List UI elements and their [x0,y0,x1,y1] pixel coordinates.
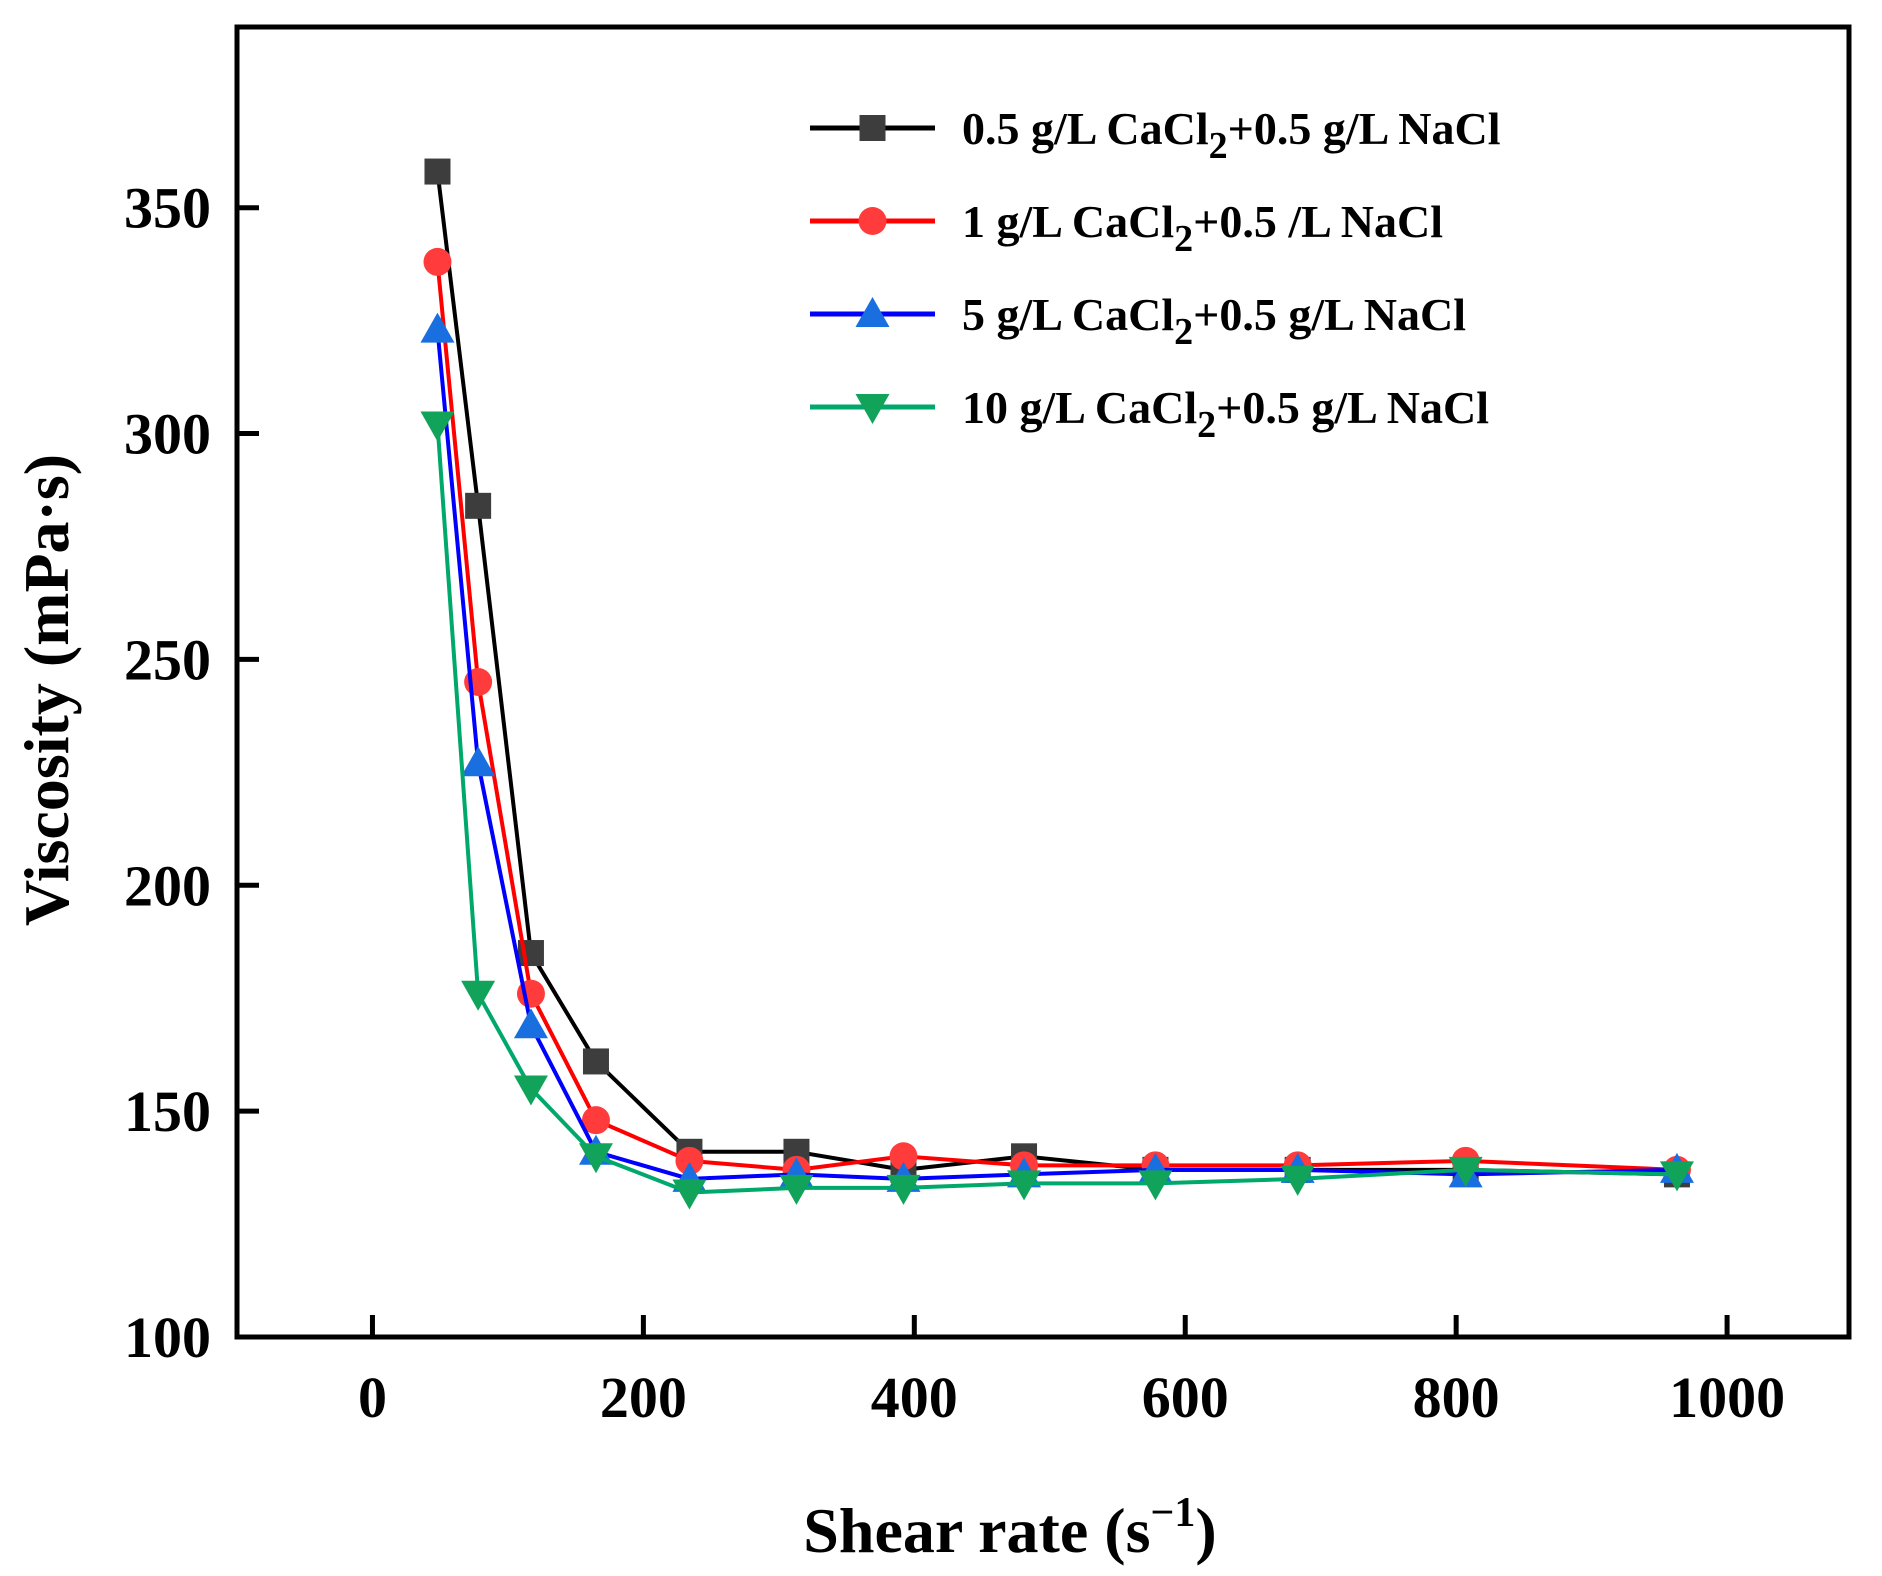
legend-label-post: +0.5 g/L NaCl [1216,382,1489,433]
data-point [578,1143,613,1174]
legend-label: 5 g/L CaCl2+0.5 g/L NaCl [962,289,1466,353]
data-point [582,1048,609,1075]
data-point [1659,1161,1694,1192]
legend-label-post: +0.5 /L NaCl [1193,196,1443,247]
x-axis-ticks: 0 200 400 600 800 1000 [358,1315,1785,1430]
legend-label-subscript: 2 [1174,311,1193,353]
series-line [435,329,1678,1181]
legend-item: 1 g/L CaCl2+0.5 /L NaCl [810,196,1443,260]
legend-item: 0.5 g/L CaCl2+0.5 g/L NaCl [810,103,1501,167]
data-point [420,312,455,343]
y-tick-label: 250 [124,627,211,692]
data-point [1007,1170,1042,1201]
legend-label-post: +0.5 g/L NaCl [1193,289,1466,340]
legend-label-pre: 5 g/L CaCl [962,289,1174,340]
series-line [435,261,1678,1172]
series-4 [420,411,1694,1210]
x-tick-label: 400 [871,1365,958,1430]
legend-label-subscript: 2 [1209,125,1228,167]
data-point [420,411,455,442]
y-axis-title: Viscosity (mPa·s) [11,454,82,926]
series-3 [420,312,1694,1192]
y-tick-label: 300 [124,402,211,467]
x-axis-title-superscript: −1 [1150,1490,1195,1536]
data-point [513,1075,548,1106]
x-tick-label: 800 [1413,1365,1500,1430]
data-point [889,1142,918,1171]
legend-marker [859,115,886,141]
y-tick-label: 100 [124,1305,211,1370]
data-point [1280,1165,1315,1196]
legend-label-pre: 1 g/L CaCl [962,196,1174,247]
plot-frame [234,24,1852,1340]
legend-label: 0.5 g/L CaCl2+0.5 g/L NaCl [962,103,1501,167]
legend-marker [855,297,890,327]
legend-label: 10 g/L CaCl2+0.5 g/L NaCl [962,382,1489,446]
data-point [581,1106,610,1135]
data-point [779,1174,814,1205]
legend-item: 5 g/L CaCl2+0.5 g/L NaCl [810,289,1466,353]
legend-label-subscript: 2 [1197,404,1216,446]
legend-label: 1 g/L CaCl2+0.5 /L NaCl [962,196,1443,260]
data-point [513,1008,548,1039]
legend-label-subscript: 2 [1174,218,1193,260]
data-point [423,247,452,276]
legend-item: 10 g/L CaCl2+0.5 g/L NaCl [810,382,1489,446]
series-line [435,424,1678,1195]
x-tick-label: 200 [600,1365,687,1430]
y-tick-label: 150 [124,1079,211,1144]
series-layer [420,158,1694,1210]
data-point [1138,1170,1173,1201]
x-axis-title-close: ) [1195,1495,1216,1566]
x-tick-label: 0 [358,1365,387,1430]
y-tick-label: 200 [124,853,211,918]
x-axis-title-main: Shear rate (s [803,1495,1150,1566]
data-point [886,1174,921,1205]
x-axis-title: Shear rate (s−1) [803,1490,1216,1566]
data-point [461,746,496,777]
data-point [675,1146,704,1175]
y-tick-label: 350 [124,176,211,241]
x-tick-label: 600 [1142,1365,1229,1430]
data-point [424,158,451,185]
y-axis-ticks: 100 150 200 250 300 350 [124,176,259,1370]
legend-label-pre: 0.5 g/L CaCl [962,103,1209,154]
legend-marker [855,394,890,424]
legend-marker [858,207,887,235]
legend-label-pre: 10 g/L CaCl [962,382,1197,433]
data-point [1448,1156,1483,1187]
x-tick-label: 1000 [1669,1365,1785,1430]
data-point [461,980,496,1011]
data-point [465,492,492,519]
data-point [672,1179,707,1210]
legend-label-post: +0.5 g/L NaCl [1228,103,1501,154]
